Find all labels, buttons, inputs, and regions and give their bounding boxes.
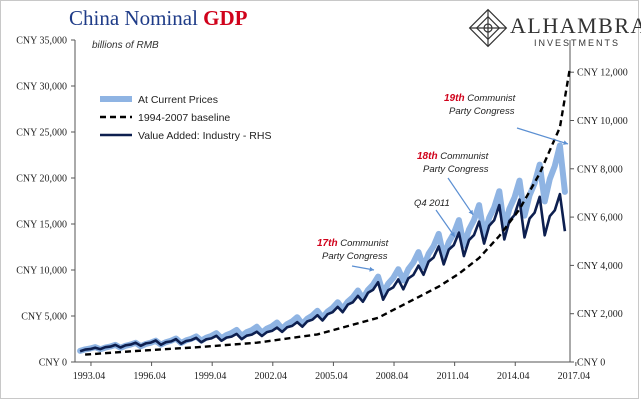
annotation-label-line2: Party Congress	[449, 106, 515, 117]
annotation-arrow-line	[435, 209, 456, 238]
annotation-label-line2: Party Congress	[423, 164, 489, 175]
right-tick-label: CNY 8,000	[577, 164, 623, 175]
right-tick-label: CNY 6,000	[577, 213, 623, 224]
right-tick-label: CNY 0	[577, 358, 605, 369]
annotation-arrowhead	[450, 231, 455, 237]
title-prefix: China Nominal	[69, 6, 204, 30]
annotation-arrowhead	[563, 140, 568, 145]
x-tick-label: 2002.04	[255, 371, 288, 382]
left-tick-label: CNY 30,000	[16, 82, 67, 93]
annotation-label-line2: Party Congress	[322, 251, 388, 262]
legend-label: 1994-2007 baseline	[138, 112, 230, 124]
right-tick-label: CNY 2,000	[577, 309, 623, 320]
annotation-text: Communist	[465, 93, 516, 104]
right-tick-label: CNY 10,000	[577, 116, 628, 127]
brand-name: ALHAMBRA	[510, 13, 641, 38]
lattice-diamond-icon	[468, 8, 508, 48]
legend-label: Value Added: Industry - RHS	[138, 130, 271, 142]
left-tick-label: CNY 10,000	[16, 266, 67, 277]
brand-subtitle: INVESTMENTS	[534, 38, 621, 48]
annotation-text: Communist	[438, 151, 489, 162]
left-tick-label: CNY 15,000	[16, 220, 67, 231]
left-tick-label: CNY 0	[39, 358, 67, 369]
annotation-text: Communist	[338, 238, 389, 249]
title-gdp: GDP	[203, 6, 248, 30]
left-tick-label: CNY 35,000	[16, 36, 67, 47]
left-tick-label: CNY 5,000	[21, 312, 67, 323]
annotation-label: 17th Communist	[317, 238, 389, 249]
annotation-label: Q4 2011	[414, 198, 450, 209]
series-baseline-line	[85, 67, 572, 356]
x-tick-label: 2017.04	[558, 371, 591, 382]
x-tick-label: 2011.04	[437, 371, 469, 382]
annotation-label: 18th Communist	[417, 151, 489, 162]
annotation-congress-number: 19th	[444, 93, 465, 104]
annotation-arrow-line	[516, 127, 569, 145]
annotation-arrow-line	[447, 177, 474, 216]
left-tick-label: CNY 20,000	[16, 174, 67, 185]
annotation-congress-number: 17th	[317, 238, 338, 249]
series-industry-line	[79, 192, 567, 353]
x-tick-label: 1999.04	[194, 371, 227, 382]
annotation-text: Q4 2011	[414, 198, 450, 209]
right-tick-label: CNY 12,000	[577, 68, 628, 79]
x-tick-label: 2005.04	[315, 371, 348, 382]
units-label: billions of RMB	[92, 40, 159, 51]
legend-label: At Current Prices	[138, 94, 218, 106]
annotation-label: 19th Communist	[444, 93, 516, 104]
brand-block: ALHAMBRA INVESTMENTS	[468, 8, 641, 50]
right-tick-label: CNY 4,000	[577, 261, 623, 272]
x-tick-label: 1996.04	[133, 371, 166, 382]
annotation-congress-number: 18th	[417, 151, 438, 162]
annotation-arrowhead	[369, 266, 375, 272]
left-tick-label: CNY 25,000	[16, 128, 67, 139]
x-tick-label: 2014.04	[497, 371, 530, 382]
annotation-arrowhead	[468, 209, 474, 215]
chart-title: China Nominal GDP	[69, 6, 247, 31]
x-tick-label: 1993.04	[73, 371, 106, 382]
x-tick-label: 2008.04	[376, 371, 409, 382]
